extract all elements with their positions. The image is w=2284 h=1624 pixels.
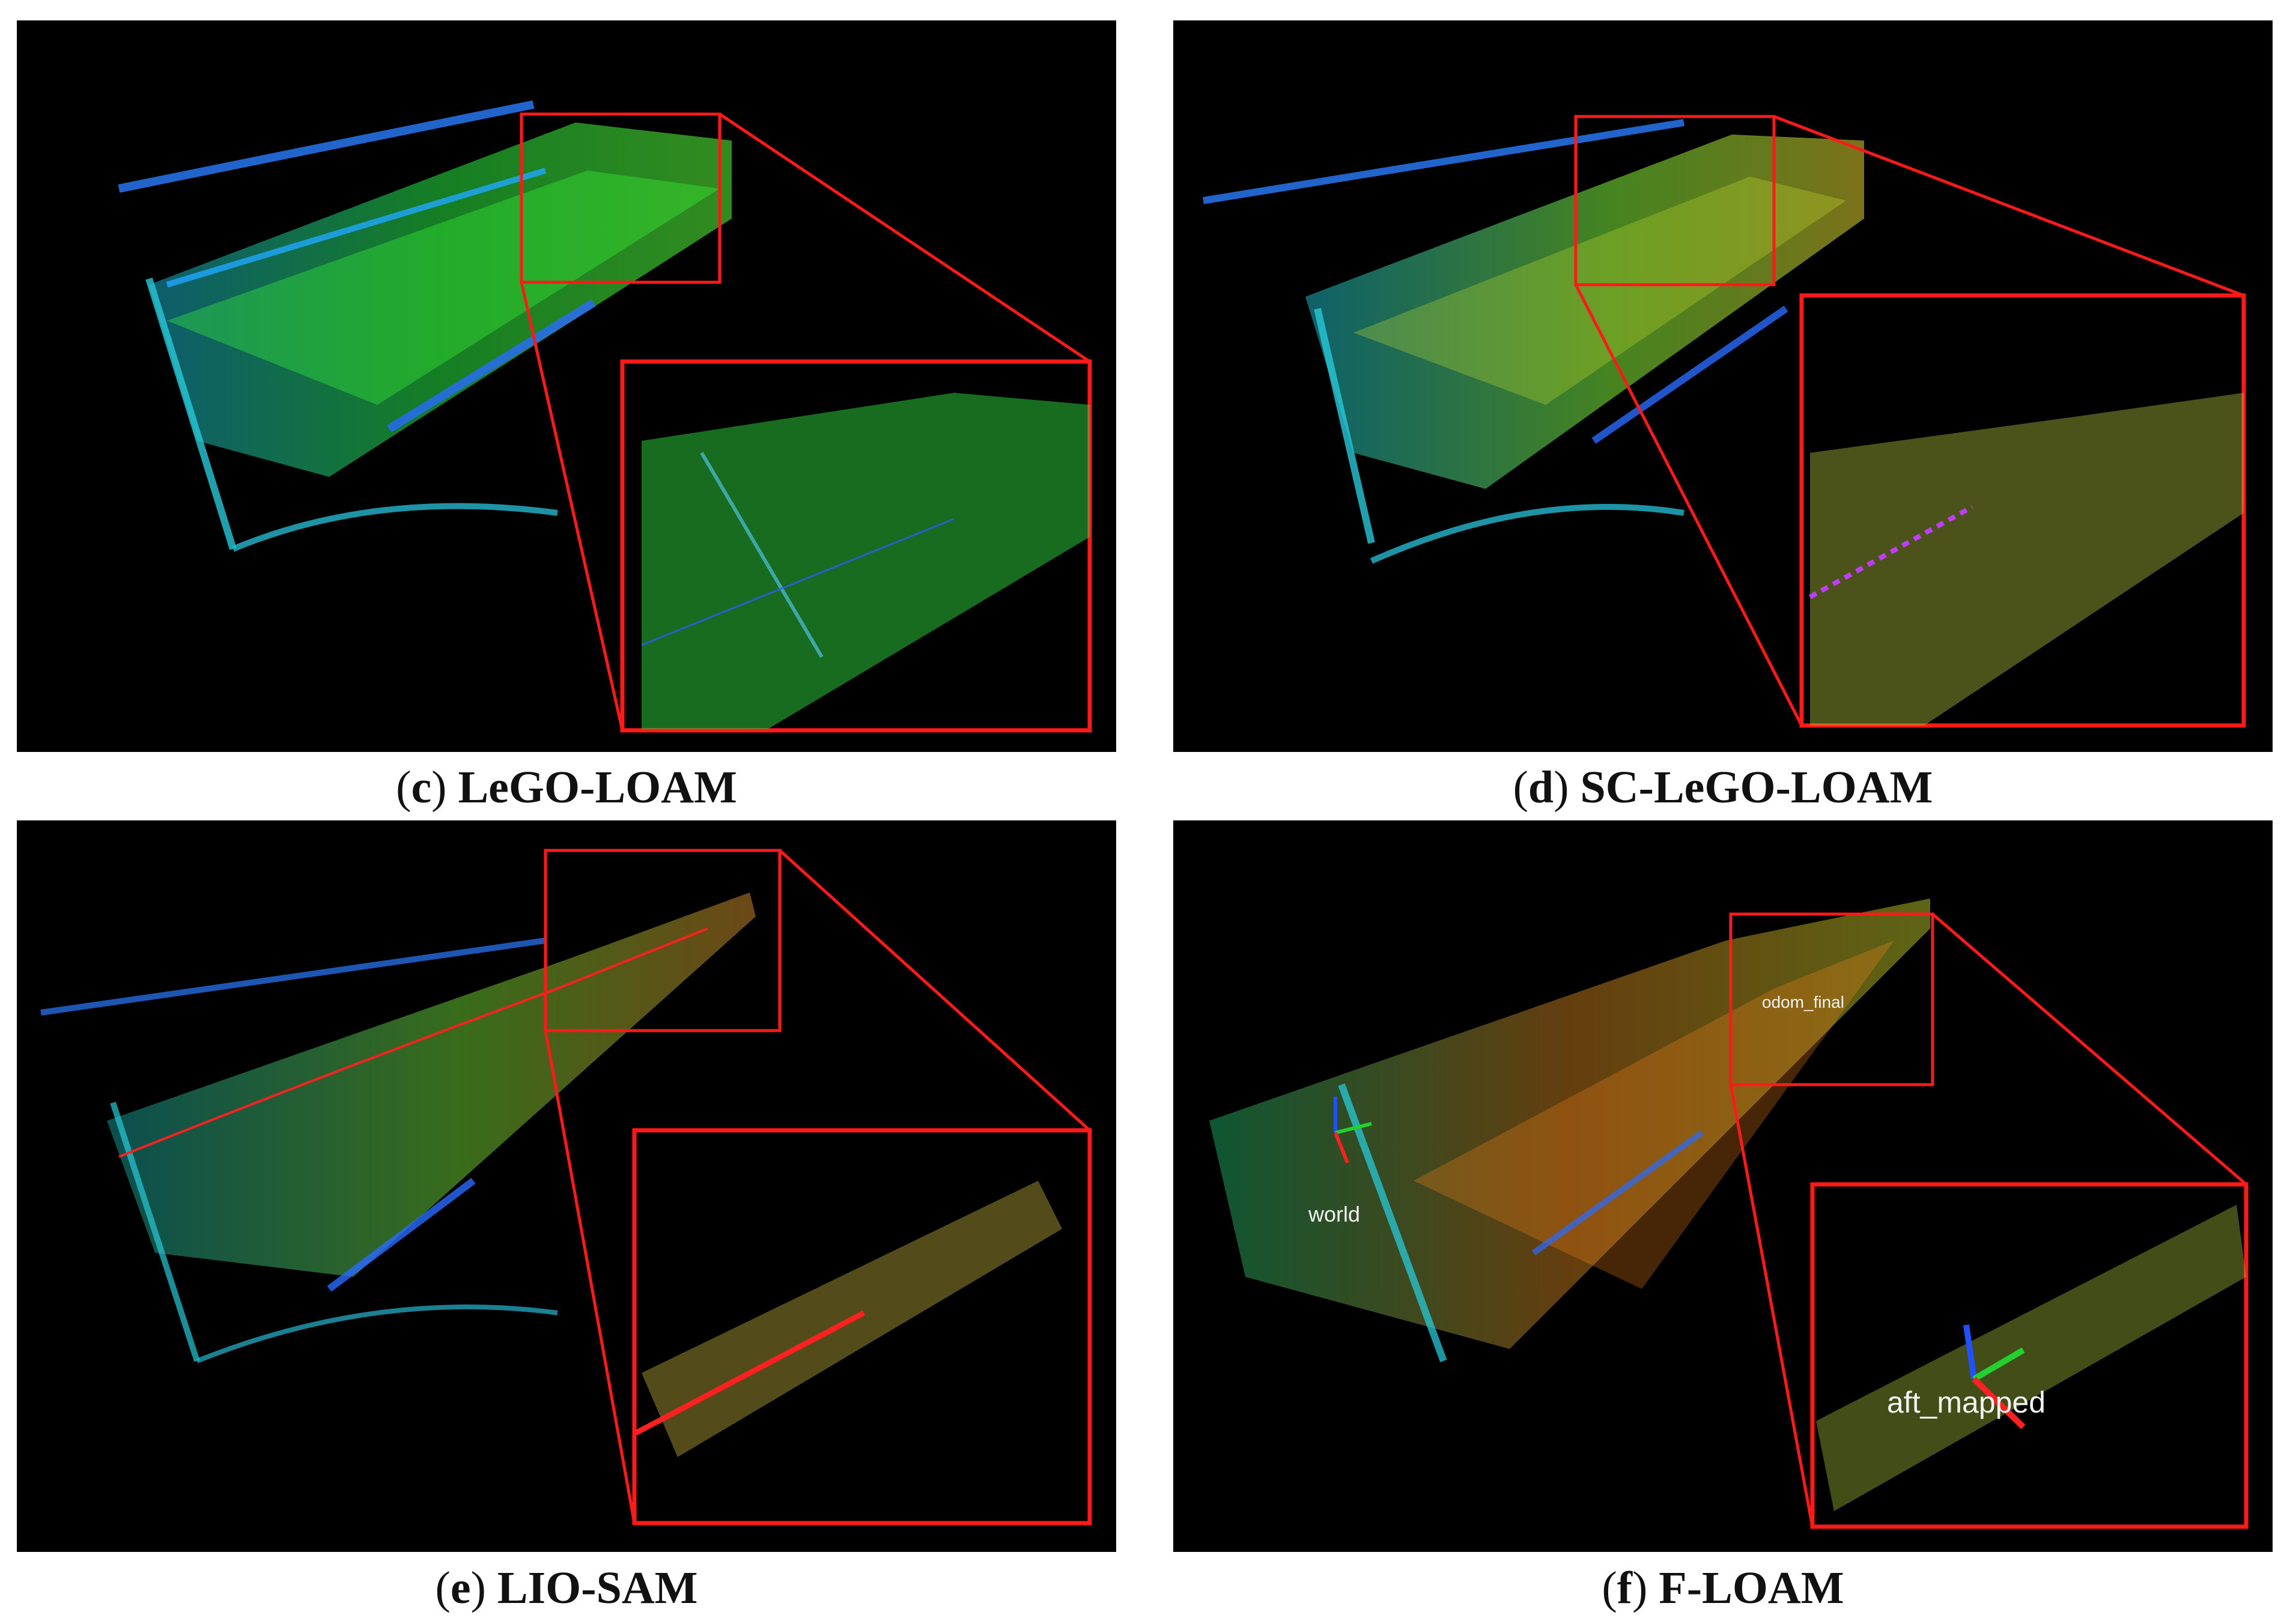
world-frame-label: world	[1308, 1202, 1360, 1226]
point-cloud-f: world odom_final aft_mapped	[1209, 898, 2249, 1529]
panel-f-f-loam: world odom_final aft_mapped	[1173, 820, 2273, 1552]
panel-d-sc-lego-loam	[1173, 20, 2273, 752]
inset-frame-f	[1729, 912, 2249, 1529]
caption-d: (d) SC-LeGO-LOAM	[1513, 762, 1933, 813]
panel-e-lio-sam	[17, 820, 1116, 1552]
panel-c-lego-loam	[17, 20, 1116, 752]
caption-f: (f) F-LOAM	[1602, 1563, 1844, 1613]
point-cloud-d	[1203, 115, 2246, 728]
inset-frame-e	[544, 849, 1092, 1526]
point-cloud-c	[118, 100, 1092, 733]
world-frame-axes	[1334, 1097, 1372, 1164]
inset-frame-d	[1574, 115, 2246, 728]
odom-frame-label: odom_final	[1762, 993, 1844, 1011]
point-cloud-e	[40, 849, 1092, 1526]
inset-frame-c	[520, 112, 1092, 733]
caption-e: (e) LIO-SAM	[435, 1563, 698, 1613]
aft-mapped-label: aft_mapped	[1887, 1386, 2046, 1419]
caption-c: (c) LeGO-LOAM	[396, 762, 737, 813]
